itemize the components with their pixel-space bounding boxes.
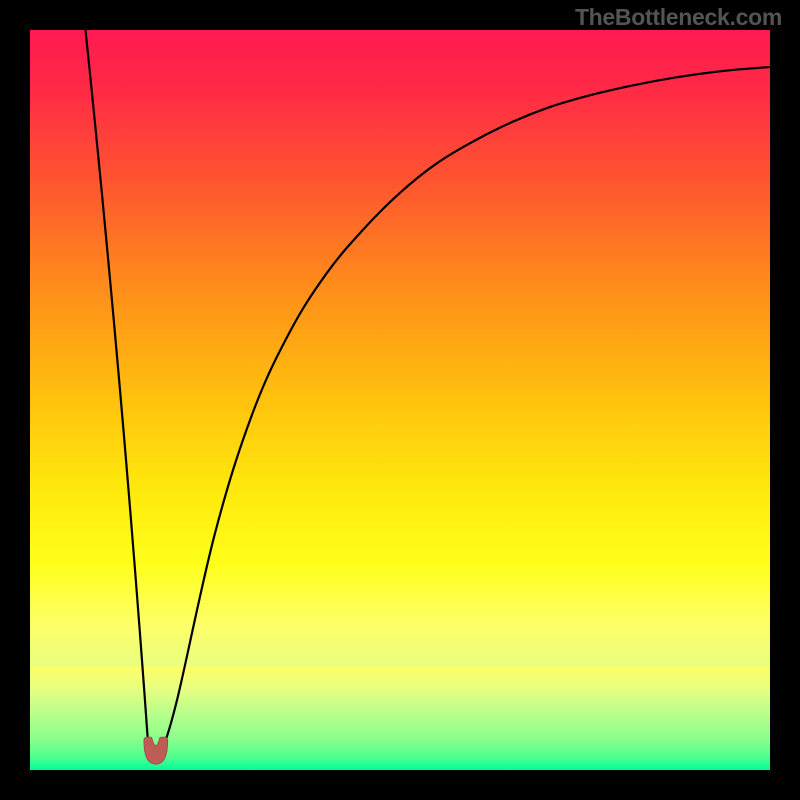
chart-svg: [30, 30, 770, 770]
watermark-text: TheBottleneck.com: [575, 4, 782, 31]
bottom-color-band: [30, 666, 770, 770]
plot-area: [30, 30, 770, 770]
